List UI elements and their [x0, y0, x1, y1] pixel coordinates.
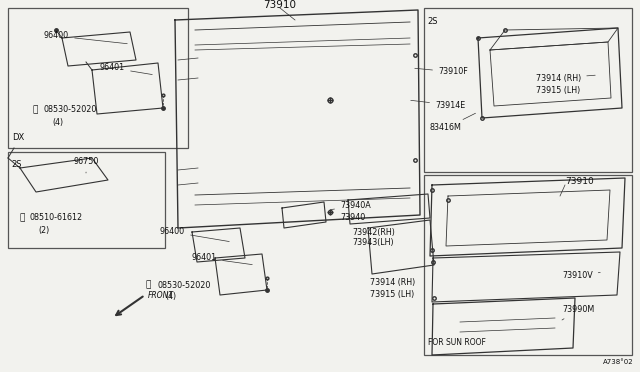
Bar [8, 8, 188, 148]
Text: 73914 (RH): 73914 (RH) [370, 278, 415, 286]
Text: 96401: 96401 [192, 253, 252, 264]
Text: 2S: 2S [11, 160, 22, 169]
Text: 08530-52020: 08530-52020 [158, 280, 211, 289]
Text: 73915 (LH): 73915 (LH) [536, 86, 580, 94]
Text: DX: DX [12, 133, 24, 142]
Text: Ⓢ: Ⓢ [145, 280, 150, 289]
Text: 96400: 96400 [44, 32, 127, 44]
Text: 08530-52020: 08530-52020 [44, 106, 97, 115]
Bar [424, 8, 632, 172]
Text: A738°02: A738°02 [603, 359, 634, 365]
Text: 96750: 96750 [74, 157, 99, 173]
Text: 73940A: 73940A [331, 202, 371, 211]
Text: FRONT: FRONT [148, 291, 174, 299]
Text: 73910F: 73910F [415, 67, 468, 77]
Text: 73940: 73940 [340, 214, 365, 222]
Text: 96401: 96401 [100, 64, 152, 74]
Text: 73910: 73910 [565, 177, 594, 186]
Text: (2): (2) [38, 225, 49, 234]
Text: (4): (4) [52, 118, 63, 126]
Text: 2S: 2S [427, 17, 438, 26]
Text: (4): (4) [165, 292, 176, 301]
Bar [424, 175, 632, 355]
Text: 73942(RH): 73942(RH) [352, 228, 395, 237]
Text: Ⓢ: Ⓢ [32, 106, 38, 115]
Text: 96400: 96400 [160, 228, 229, 241]
Text: 73990M: 73990M [562, 305, 595, 320]
Text: 73914 (RH): 73914 (RH) [536, 74, 595, 83]
Text: 83416M: 83416M [430, 113, 476, 132]
Text: 73915 (LH): 73915 (LH) [370, 289, 414, 298]
Text: 73914E: 73914E [411, 100, 465, 109]
Text: 08510-61612: 08510-61612 [30, 214, 83, 222]
Text: Ⓢ: Ⓢ [19, 214, 25, 222]
Text: 73910: 73910 [264, 0, 296, 10]
Text: FOR SUN ROOF: FOR SUN ROOF [428, 338, 486, 347]
Text: 73910V: 73910V [562, 272, 600, 280]
Bar [8, 152, 165, 248]
Text: 73943(LH): 73943(LH) [352, 238, 394, 247]
